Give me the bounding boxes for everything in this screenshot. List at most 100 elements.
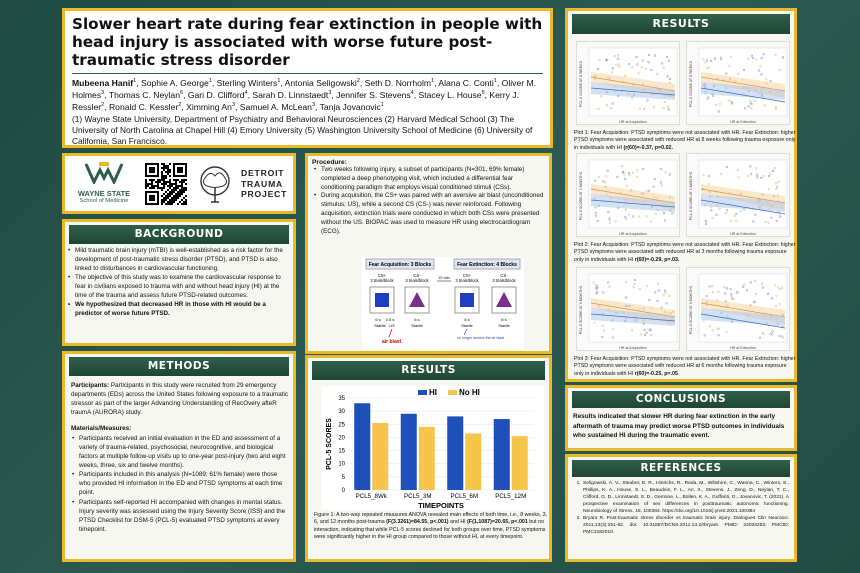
svg-text:CS-: CS- xyxy=(500,273,508,278)
y-tick-label: 15 xyxy=(338,449,345,455)
svg-text:0.5 s: 0.5 s xyxy=(386,317,395,322)
author-name: , Sarah D. Linnstaedt xyxy=(247,89,329,100)
bar-hi-pcl5_12m xyxy=(493,419,510,490)
results-right-header: RESULTS xyxy=(572,14,790,34)
legend-swatch xyxy=(418,390,427,395)
svg-text:6 s: 6 s xyxy=(501,317,506,322)
bar-no-hi-pcl5_3m xyxy=(418,426,435,490)
svg-text:PCL-5 SCORE AT 8 WEEKS: PCL-5 SCORE AT 8 WEEKS xyxy=(579,60,583,107)
x-tick-label: PCL5_3M xyxy=(404,493,432,500)
list-item: Participants included in this analysis (… xyxy=(71,470,288,497)
results-plots-panel: RESULTS PCL-5 SCORE AT 8 WEEKS HR at Acqu… xyxy=(565,8,797,382)
svg-text:3 trials/block: 3 trials/block xyxy=(370,278,394,283)
reference-item: Bryant R. Post-traumatic stress disorder… xyxy=(582,516,789,537)
list-item: Two weeks following injury, a subset of … xyxy=(313,166,544,192)
reference-item: Seligowski, A. V., Steuber, E. R., Hinri… xyxy=(582,481,789,516)
conclusions-header: CONCLUSIONS xyxy=(572,391,790,408)
measures-list: Participants received an initial evaluat… xyxy=(71,434,288,534)
bar-no-hi-pcl5_8wk xyxy=(372,422,389,490)
y-tick-label: 20 xyxy=(338,435,345,441)
references-header: REFERENCES xyxy=(572,460,790,477)
svg-text:6 s: 6 s xyxy=(464,317,469,322)
svg-text:HR at Extinction: HR at Extinction xyxy=(730,232,756,236)
list-item: Mild traumatic brain injury (mTBI) is we… xyxy=(67,247,288,274)
x-tick-label: PCL5_8Wk xyxy=(356,493,388,500)
svg-text:Startle: Startle xyxy=(411,323,423,328)
author-name: , Sterling Winters xyxy=(211,77,278,88)
y-tick-label: 0 xyxy=(342,488,346,494)
list-item: We hypothesized that decreased HR in tho… xyxy=(67,301,288,319)
svg-text:CS-: CS- xyxy=(413,273,421,278)
legend-swatch xyxy=(448,390,457,395)
author-name: , Gari D. Clifford xyxy=(183,89,245,100)
results-header: RESULTS xyxy=(312,361,545,380)
wsu-logo: WAYNE STATE School of Medicine xyxy=(69,162,139,210)
author-name: , Alana C. Conti xyxy=(434,77,494,88)
background-panel: BACKGROUND Mild traumatic brain injury (… xyxy=(62,219,296,346)
x-tick-label: PCL5_12M xyxy=(495,493,526,500)
detroit-trauma-logo: DETROIT TRAUMA PROJECT xyxy=(241,168,288,200)
scatter-plot: PCL-5 SCORE AT 3 MONTHS HR at Acquisition xyxy=(576,153,680,237)
author-name: , Seth D. Norrholm xyxy=(359,77,432,88)
plot-2-caption: Plot 2: Fear Acquisition: PTSD symptoms … xyxy=(574,242,796,263)
tree-logo-icon xyxy=(200,166,230,203)
figure-1-caption: Figure 1: A two-way repeated measures AN… xyxy=(314,512,547,541)
logo-panel: WAYNE STATE School of Medicine DETROIT T… xyxy=(62,153,296,214)
svg-text:10 min: 10 min xyxy=(438,276,449,280)
author-list: Mubeena Hanif1, Sophie A. George1, Sterl… xyxy=(72,77,537,112)
author-name: , Antonia Seligowski xyxy=(280,77,357,88)
x-tick-label: PCL5_6M xyxy=(450,493,478,500)
scatter-plot: PCL-5 SCORE AT 6 MONTHS HR at Acquisition xyxy=(576,267,680,351)
qr-code xyxy=(145,163,187,205)
svg-text:HR at Acquisition: HR at Acquisition xyxy=(619,346,646,350)
svg-text:Fear Acquisition: 3 Blocks: Fear Acquisition: 3 Blocks xyxy=(369,262,432,268)
svg-text:3 trials/block: 3 trials/block xyxy=(405,278,429,283)
author-name: Mubeena Hanif xyxy=(72,77,134,88)
conclusions-text: Results indicated that slower HR during … xyxy=(573,413,785,440)
svg-text:HR at Extinction: HR at Extinction xyxy=(730,346,756,350)
y-tick-label: 5 xyxy=(342,475,346,481)
author-name: , Samuel A. McLean xyxy=(235,101,312,112)
author-name: , Oliver M. Holmes xyxy=(72,77,537,100)
wsu-w-icon xyxy=(84,162,124,186)
legend-label: No HI xyxy=(459,388,480,397)
bar-no-hi-pcl5_12m xyxy=(511,436,528,490)
participants-text: Participants: Participants in this study… xyxy=(71,382,288,417)
bar-hi-pcl5_6m xyxy=(447,416,464,490)
svg-text:3 trials/block: 3 trials/block xyxy=(455,278,479,283)
author-name: , Thomas C. Neylan xyxy=(104,89,180,100)
svg-text:HR at Extinction: HR at Extinction xyxy=(730,120,756,124)
scatter-plot: PCL-5 SCORE AT 8 WEEKS HR at Extinction xyxy=(686,41,790,125)
methods-panel: METHODS Participants: Participants in th… xyxy=(62,351,296,562)
procedure-label: Procedure: xyxy=(312,159,347,166)
author-name: , Kerry J. Ressler xyxy=(72,89,520,112)
svg-text:Startle: Startle xyxy=(498,323,510,328)
measures-label: Materials/Measures: xyxy=(71,424,132,432)
author-name: , Sophie A. George xyxy=(136,77,209,88)
svg-text:PCL-5 SCORE AT 6 MONTHS: PCL-5 SCORE AT 6 MONTHS xyxy=(579,285,583,334)
svg-text:Fear Extinction: 4 Blocks: Fear Extinction: 4 Blocks xyxy=(457,262,517,268)
author-name: , Stacey L. House xyxy=(413,89,482,100)
methods-header: METHODS xyxy=(69,357,289,376)
conclusions-panel: CONCLUSIONS Results indicated that slowe… xyxy=(565,385,797,451)
svg-text:HR at Acquisition: HR at Acquisition xyxy=(619,120,646,124)
svg-text:US: US xyxy=(389,323,395,328)
list-item: Participants received an initial evaluat… xyxy=(71,434,288,471)
svg-text:6 s: 6 s xyxy=(414,317,419,322)
references-panel: REFERENCES Seligowski, A. V., Steuber, E… xyxy=(565,454,797,562)
title-panel: Slower heart rate during fear extinction… xyxy=(62,8,553,148)
background-list: Mild traumatic brain injury (mTBI) is we… xyxy=(65,244,293,319)
svg-text:Startle: Startle xyxy=(461,323,473,328)
svg-text:CS+: CS+ xyxy=(463,273,472,278)
paradigm-diagram: Fear Acquisition: 3 Blocks Fear Extincti… xyxy=(362,257,524,350)
list-item: During acquisition, the CS+ was paired w… xyxy=(313,192,544,236)
bar-hi-pcl5_8wk xyxy=(354,403,371,490)
bar-hi-pcl5_3m xyxy=(400,413,417,490)
list-item: The objective of this study was to exami… xyxy=(67,274,288,301)
references-list: Seligowski, A. V., Steuber, E. R., Hinri… xyxy=(568,477,794,537)
svg-text:PCL-5 SCORE AT 8 WEEKS: PCL-5 SCORE AT 8 WEEKS xyxy=(689,60,693,107)
author-name: , Ronald C. Kessler xyxy=(104,101,179,112)
bar-no-hi-pcl5_6m xyxy=(465,433,482,490)
svg-text:Startle: Startle xyxy=(374,323,386,328)
list-item: Participants self-reported HI accompanie… xyxy=(71,498,288,535)
